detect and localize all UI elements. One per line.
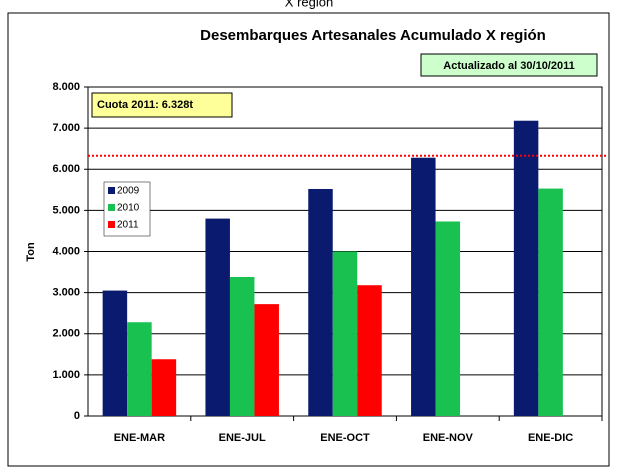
legend-swatch [108, 187, 115, 194]
x-tick-label: ENE-OCT [320, 432, 370, 444]
y-tick-label: 1.000 [52, 369, 80, 381]
bar [229, 276, 255, 416]
x-tick-label: ENE-JUL [219, 432, 266, 444]
bar [205, 218, 230, 416]
y-tick-label: 5.000 [52, 204, 80, 216]
reference-label-box [91, 92, 233, 118]
reference-label: Cuota 2011: 6.328t [97, 99, 193, 111]
y-tick-label: 8.000 [52, 81, 80, 93]
legend-swatch [108, 204, 115, 211]
bar [513, 120, 539, 416]
x-tick-label: ENE-MAR [114, 432, 165, 444]
bar [151, 359, 177, 416]
supertitle: X región [285, 0, 333, 9]
x-tick-label: ENE-NOV [423, 432, 474, 444]
x-tick-label: ENE-DIC [528, 432, 573, 444]
y-tick-label: 6.000 [52, 163, 80, 175]
legend-swatch [108, 221, 115, 228]
y-axis-label: Ton [25, 242, 37, 262]
update-note: Actualizado al 30/10/2011 [443, 60, 574, 72]
legend-label: 2010 [117, 203, 140, 214]
bar [435, 221, 461, 416]
chart-title: Desembarques Artesanales Acumulado X reg… [200, 27, 546, 44]
bar [308, 188, 333, 416]
y-tick-label: 3.000 [52, 287, 80, 299]
bar [127, 322, 152, 416]
legend-label: 2009 [117, 186, 140, 197]
y-tick-label: 7.000 [52, 122, 80, 134]
y-tick-label: 0 [74, 410, 80, 422]
y-tick-label: 2.000 [52, 328, 80, 340]
bar [102, 290, 128, 416]
bar [332, 251, 358, 416]
bar [538, 188, 563, 416]
legend-label: 2011 [117, 220, 139, 231]
y-tick-label: 4.000 [52, 245, 80, 257]
bar [357, 285, 382, 416]
bar [254, 304, 279, 416]
update-box [420, 53, 598, 77]
bar [411, 157, 436, 417]
